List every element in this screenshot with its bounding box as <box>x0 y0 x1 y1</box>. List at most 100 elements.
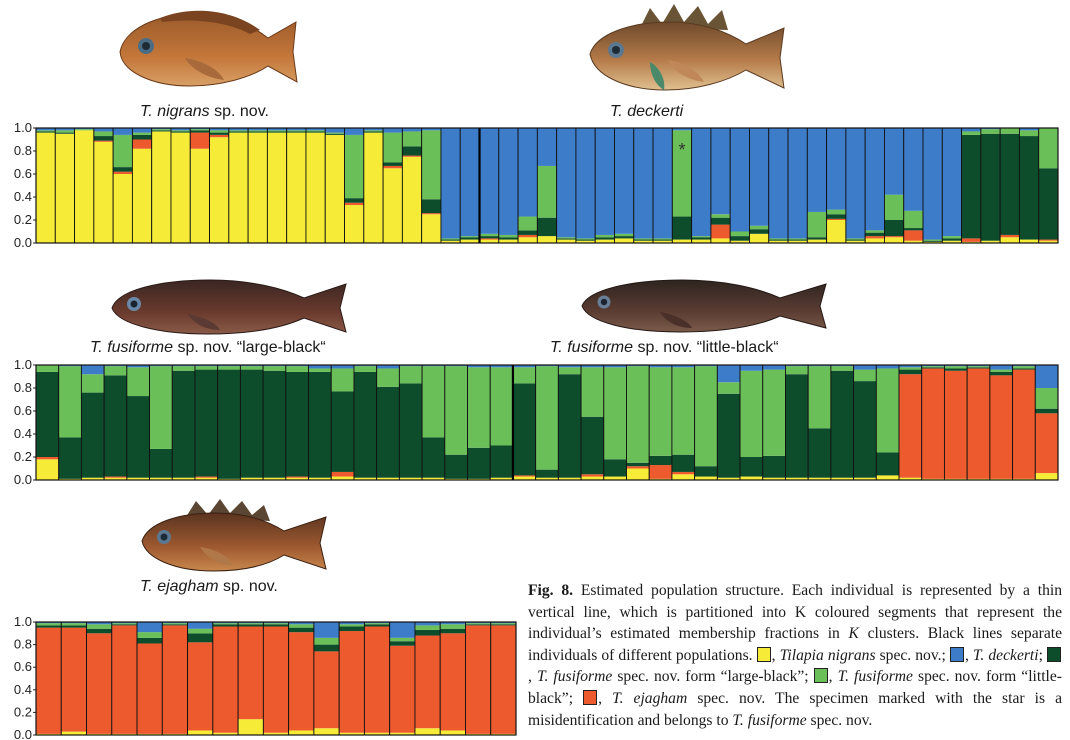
bar-segment-dark_green <box>305 131 326 133</box>
label-ejagham-name: T. ejagham <box>140 578 219 595</box>
bar-segment-dark_green <box>190 130 210 133</box>
individual-bar <box>376 364 400 481</box>
bar-segment-yellow <box>730 240 750 243</box>
bar-segment-dark_green <box>1035 408 1058 414</box>
individual-bar <box>490 621 517 736</box>
bar-segment-dark_green <box>595 237 615 240</box>
bar-segment-dark_green <box>717 393 741 478</box>
bar-segment-dark_green <box>603 459 627 477</box>
bar-segment-light_green <box>111 623 138 625</box>
individual-bar <box>512 364 537 481</box>
bar-segment-light_green <box>414 625 441 630</box>
bar-segment-dark_green <box>876 452 900 476</box>
individual-bar <box>209 127 230 244</box>
bar-segment-light_green <box>595 234 615 238</box>
caption-body: Estimated population structure. Each ind… <box>528 582 1063 643</box>
legend-large: T. fusiforme <box>536 668 613 686</box>
individual-bar <box>266 127 288 244</box>
bar-segment-light_green <box>209 130 229 133</box>
bar-segment-blue <box>595 128 615 235</box>
bar-segment-dark_green <box>460 237 480 240</box>
bar-segment-light_green <box>344 134 364 199</box>
bar-segment-orange <box>36 457 59 460</box>
bar-segment-light_green <box>903 210 924 229</box>
bar-segment-dark_green <box>240 369 264 478</box>
label-fusiforme-large-suffix: sp. nov. “large-black“ <box>173 339 326 356</box>
bar-segment-light_green <box>989 369 1013 372</box>
bar-segment-blue <box>305 128 326 131</box>
individual-bar <box>694 364 718 481</box>
individual-bar <box>1038 127 1059 244</box>
bar-segment-yellow <box>653 240 673 243</box>
label-nigrans-name: T. nigrans <box>140 103 210 120</box>
bar-segment-orange <box>238 626 264 720</box>
y-tick-label: 1.0 <box>14 614 32 629</box>
individual-bar <box>187 621 214 736</box>
bar-segment-light_green <box>285 366 309 372</box>
individual-bar <box>151 127 172 244</box>
individual-bar <box>716 364 741 481</box>
bar-segment-yellow <box>460 239 480 243</box>
bar-segment-light_green <box>717 382 741 394</box>
individual-bar <box>467 364 491 481</box>
bar-segment-yellow <box>479 239 499 243</box>
bar-segment-yellow <box>440 730 466 735</box>
bar-segment-light_green <box>212 623 239 625</box>
bar-segment-blue <box>389 622 415 638</box>
bar-segment-orange <box>288 632 314 731</box>
bar-segment-dark_green <box>884 220 904 237</box>
individual-bar <box>286 127 307 244</box>
legend-little: T. fusiforme <box>837 668 913 686</box>
y-tick-label: 0.6 <box>14 403 32 418</box>
bar-segment-dark_green <box>113 167 133 172</box>
fish-photo-nigrans <box>100 0 300 95</box>
bar-segment-dark_green <box>170 131 191 133</box>
individual-bar <box>86 621 113 736</box>
bar-segment-yellow <box>104 477 127 480</box>
bar-segment-yellow <box>36 459 59 480</box>
individual-bar <box>149 364 173 481</box>
individual-bar <box>671 364 696 481</box>
y-tick-label: 0.2 <box>14 212 32 227</box>
bar-segment-yellow <box>263 477 286 480</box>
bar-segment-dark_green <box>389 641 415 646</box>
individual-bar <box>614 127 635 244</box>
bar-segment-yellow <box>845 240 866 243</box>
bar-segment-orange <box>899 374 922 478</box>
bar-segment-orange <box>989 375 1013 479</box>
bar-segment-light_green <box>581 367 604 417</box>
bar-segment-light_green <box>113 134 133 168</box>
individual-bar <box>262 364 287 481</box>
bar-segment-blue <box>961 128 981 132</box>
bar-segment-dark_green <box>671 454 695 472</box>
bar-segment-blue <box>467 365 491 368</box>
bar-segment-dark_green <box>989 371 1013 376</box>
bar-segment-blue <box>498 128 519 235</box>
bar-segment-yellow <box>762 477 786 480</box>
individual-bar <box>749 127 770 244</box>
bar-segment-blue <box>633 128 654 239</box>
bar-segment-dark_green <box>399 383 423 478</box>
bar-segment-light_green <box>785 366 809 375</box>
bar-segment-dark_green <box>55 132 75 134</box>
bar-segment-yellow <box>194 477 218 480</box>
bar-segment-dark_green <box>923 240 943 242</box>
bar-segment-orange <box>389 645 415 733</box>
bar-segment-yellow <box>93 141 114 243</box>
individual-bar <box>398 364 423 481</box>
y-tick-label: 0.8 <box>14 143 32 158</box>
caption-final-suffix: spec. nov. <box>806 711 873 729</box>
bar-segment-light_green <box>383 132 403 163</box>
bar-segment-light_green <box>126 367 150 397</box>
bar-segment-yellow <box>36 132 56 243</box>
bar-segment-orange <box>421 213 441 215</box>
bar-segment-blue <box>325 128 345 133</box>
bar-segment-blue <box>884 128 904 195</box>
bar-segment-blue <box>512 365 536 368</box>
bar-segment-yellow <box>238 719 264 735</box>
bar-segment-yellow <box>422 477 445 480</box>
bar-segment-blue <box>845 128 866 239</box>
bar-segment-orange <box>826 218 846 220</box>
caption-fig-label: Fig. 8. <box>528 582 574 599</box>
bar-segment-dark_green <box>649 455 672 466</box>
